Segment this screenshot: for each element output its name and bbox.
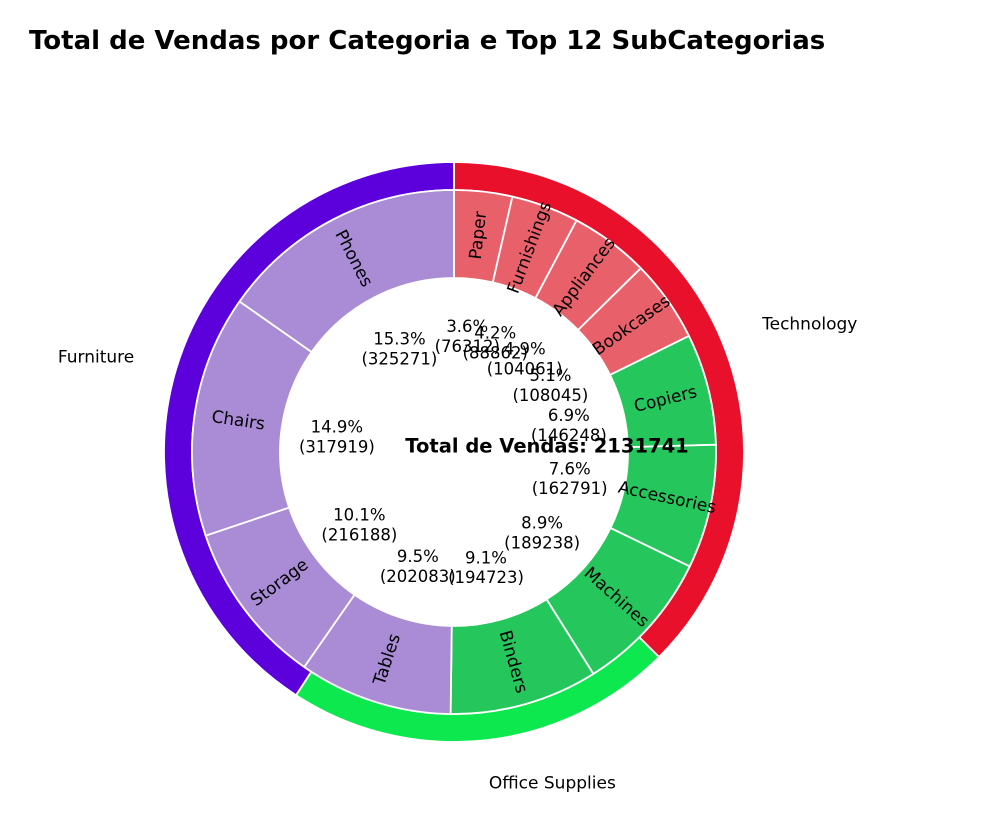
category-label-technology: Technology <box>761 314 857 334</box>
slice-value-label-machines: 8.9% (189238) <box>504 514 580 553</box>
slice-value-label-phones: 15.3% (325271) <box>361 330 437 369</box>
inner-ring <box>191 189 717 715</box>
center-total-label: Total de Vendas: 2131741 <box>405 435 688 458</box>
slice-value-label-appliances: 4.9% (104061) <box>487 340 563 379</box>
slice-value-label-storage: 10.1% (216188) <box>321 506 397 545</box>
category-label-furniture: Furniture <box>58 347 134 367</box>
slice-value-label-copiers: 6.9% (146248) <box>531 406 607 445</box>
slice-value-label-binders: 9.1% (194723) <box>448 548 524 587</box>
outer-ring-labels: Technology Office Supplies Furniture <box>58 314 857 793</box>
slice-value-label-tables: 9.5% (202083) <box>380 547 456 586</box>
slice-value-label-bookcases: 5.1% (108045) <box>512 366 588 405</box>
slice-value-label-accessories: 7.6% (162791) <box>532 459 608 498</box>
slice-value-label-paper: 3.6% (76312) <box>435 317 500 356</box>
slice-value-label-chairs: 14.9% (317919) <box>299 418 375 457</box>
chart-title: Total de Vendas por Categoria e Top 12 S… <box>29 26 826 56</box>
slice-phones <box>238 189 455 354</box>
category-label-office-supplies: Office Supplies <box>489 774 616 794</box>
slice-value-label-furnishings: 4.2% (88862) <box>463 324 528 363</box>
